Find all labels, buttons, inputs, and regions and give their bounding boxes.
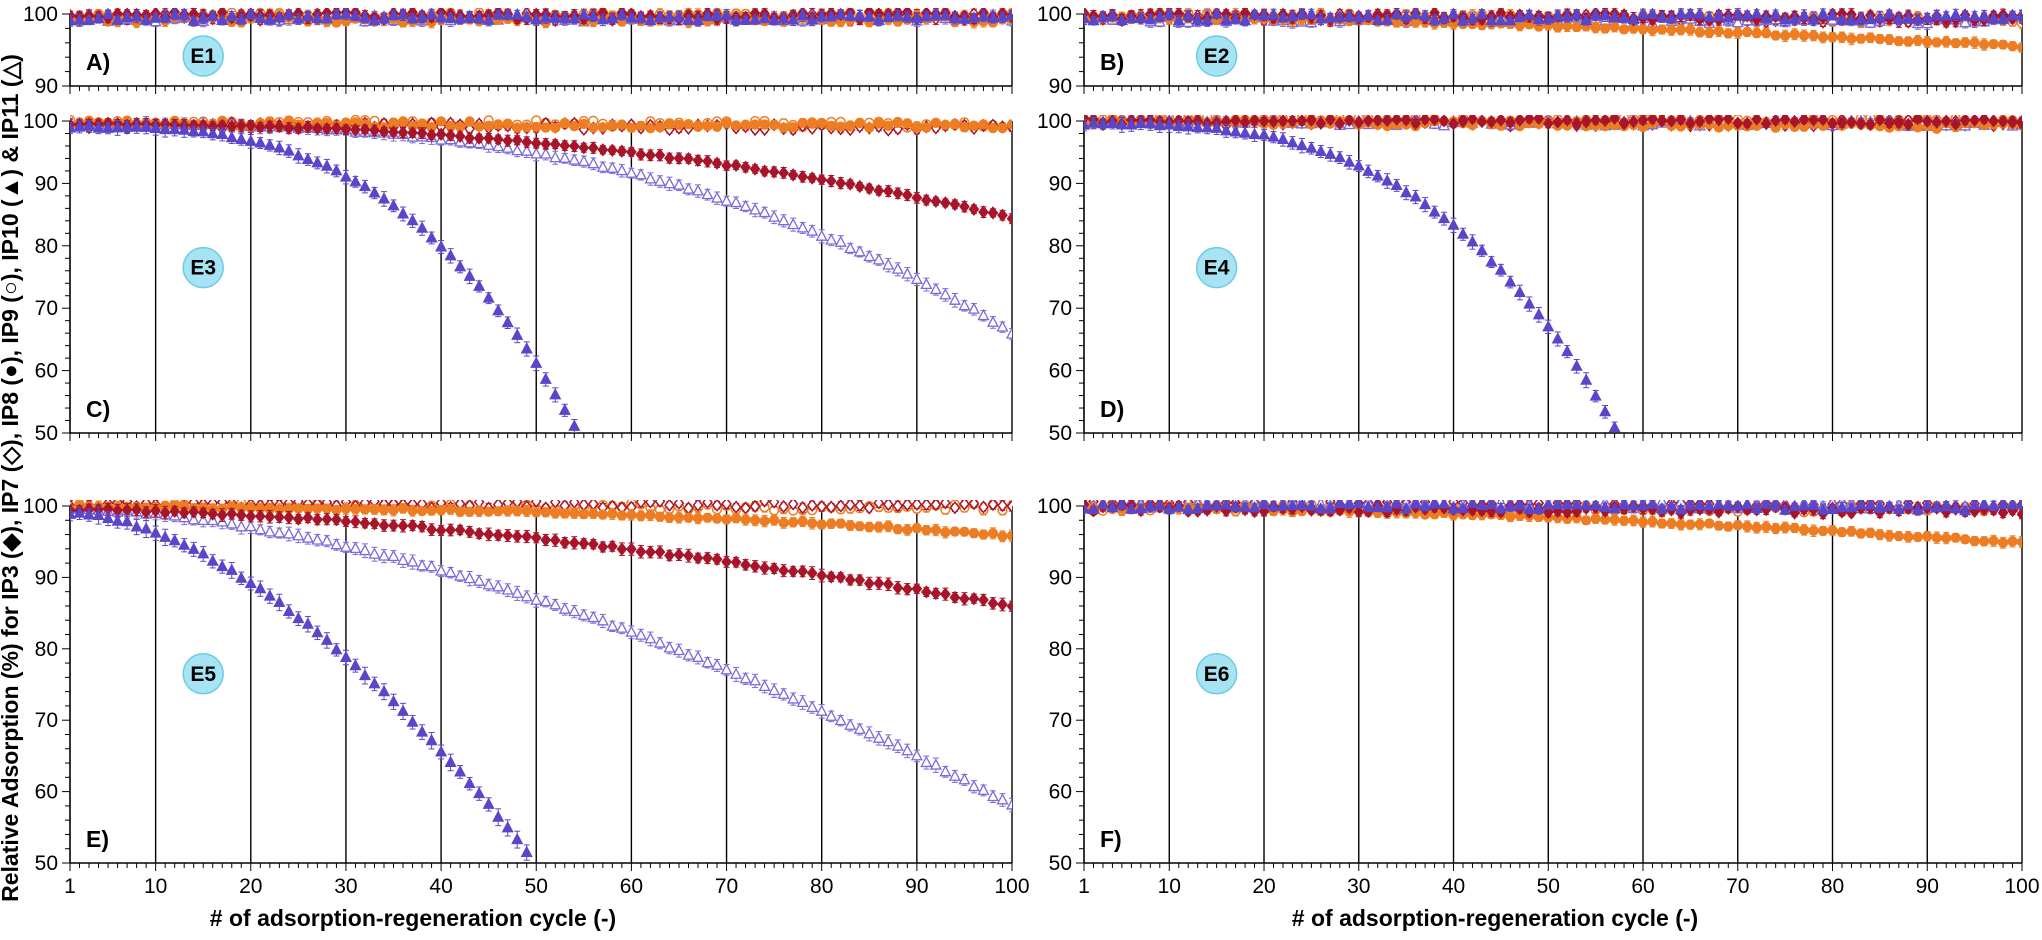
data-point-IP8: [1961, 38, 1970, 47]
data-point-IP8: [1828, 33, 1837, 42]
data-point-IP8: [1989, 40, 1998, 49]
data-point-IP10: [1799, 10, 1809, 19]
experiment-badge-label: E2: [1204, 45, 1230, 68]
data-point-IP8: [1714, 27, 1723, 36]
data-point-IP10: [1818, 8, 1828, 17]
data-point-IP8: [1667, 26, 1676, 35]
data-point-IP10: [1449, 9, 1459, 18]
data-layer: [65, 6, 1017, 28]
y-tick-label: 100: [1037, 3, 1072, 26]
data-point-IP8: [1913, 36, 1922, 45]
data-point-IP8: [1847, 34, 1856, 43]
data-point-IP8: [1942, 37, 1951, 46]
panel-label: A): [86, 49, 110, 75]
data-point-IP8: [1515, 21, 1524, 30]
data-point-IP10: [1771, 9, 1781, 18]
data-point-IP8: [1951, 39, 1960, 48]
data-point-IP8: [1875, 35, 1884, 44]
data-point-IP8: [1838, 33, 1847, 42]
data-point-IP8: [1610, 22, 1619, 31]
data-point-IP8: [1970, 38, 1979, 47]
data-point-IP8: [1790, 30, 1799, 39]
data-point-IP8: [1686, 25, 1695, 34]
data-point-IP8: [1800, 31, 1809, 40]
y-tick-label: 100: [23, 3, 58, 26]
data-point-IP8: [1771, 31, 1780, 40]
y-tick-label: 90: [1049, 75, 1072, 98]
data-point-IP8: [1639, 25, 1648, 34]
data-point-IP8: [1894, 37, 1903, 46]
data-point-IP8: [1857, 34, 1866, 43]
data-point-IP8: [1980, 40, 1989, 49]
data-point-IP8: [2018, 43, 2027, 52]
data-point-IP8: [1724, 29, 1733, 38]
panel-label: B): [1100, 49, 1124, 75]
data-point-IP8: [1648, 26, 1657, 35]
data-point-IP8: [1999, 40, 2008, 49]
data-point-IP8: [1743, 28, 1752, 37]
data-point-IP10: [1676, 8, 1686, 17]
data-point-IP8: [1866, 33, 1875, 42]
data-point-IP8: [1591, 23, 1600, 32]
data-point-IP10: [512, 9, 522, 18]
data-point-IP8: [1923, 38, 1932, 47]
data-point-IP8: [1752, 29, 1761, 38]
data-point-IP10: [1752, 8, 1762, 17]
data-point-IP8: [1553, 23, 1562, 32]
data-point-IP8: [1885, 35, 1894, 44]
data-point-IP10: [1306, 9, 1316, 18]
data-point-IP8: [1819, 33, 1828, 42]
data-point-IP8: [1809, 31, 1818, 40]
data-point-IP8: [1677, 25, 1686, 34]
data-point-IP8: [1563, 22, 1572, 31]
data-point-IP8: [1620, 25, 1629, 34]
data-point-IP8: [1781, 31, 1790, 40]
data-point-IP8: [1762, 29, 1771, 38]
data-point-IP8: [1601, 24, 1610, 33]
data-point-IP8: [1904, 37, 1913, 46]
data-point-IP8: [1572, 23, 1581, 32]
data-point-IP8: [1658, 25, 1667, 34]
data-point-IP8: [1705, 28, 1714, 37]
chart-panel: 90 100 A) E1: [23, 3, 1017, 98]
experiment-badge-label: E1: [190, 45, 216, 68]
chart-panel: 90 100 B) E2: [1037, 3, 2027, 98]
data-point-IP8: [2008, 42, 2017, 51]
y-tick-label: 90: [35, 75, 58, 98]
data-point-IP8: [1932, 38, 1941, 47]
data-point-IP8: [1695, 28, 1704, 37]
data-point-IP8: [1733, 28, 1742, 37]
